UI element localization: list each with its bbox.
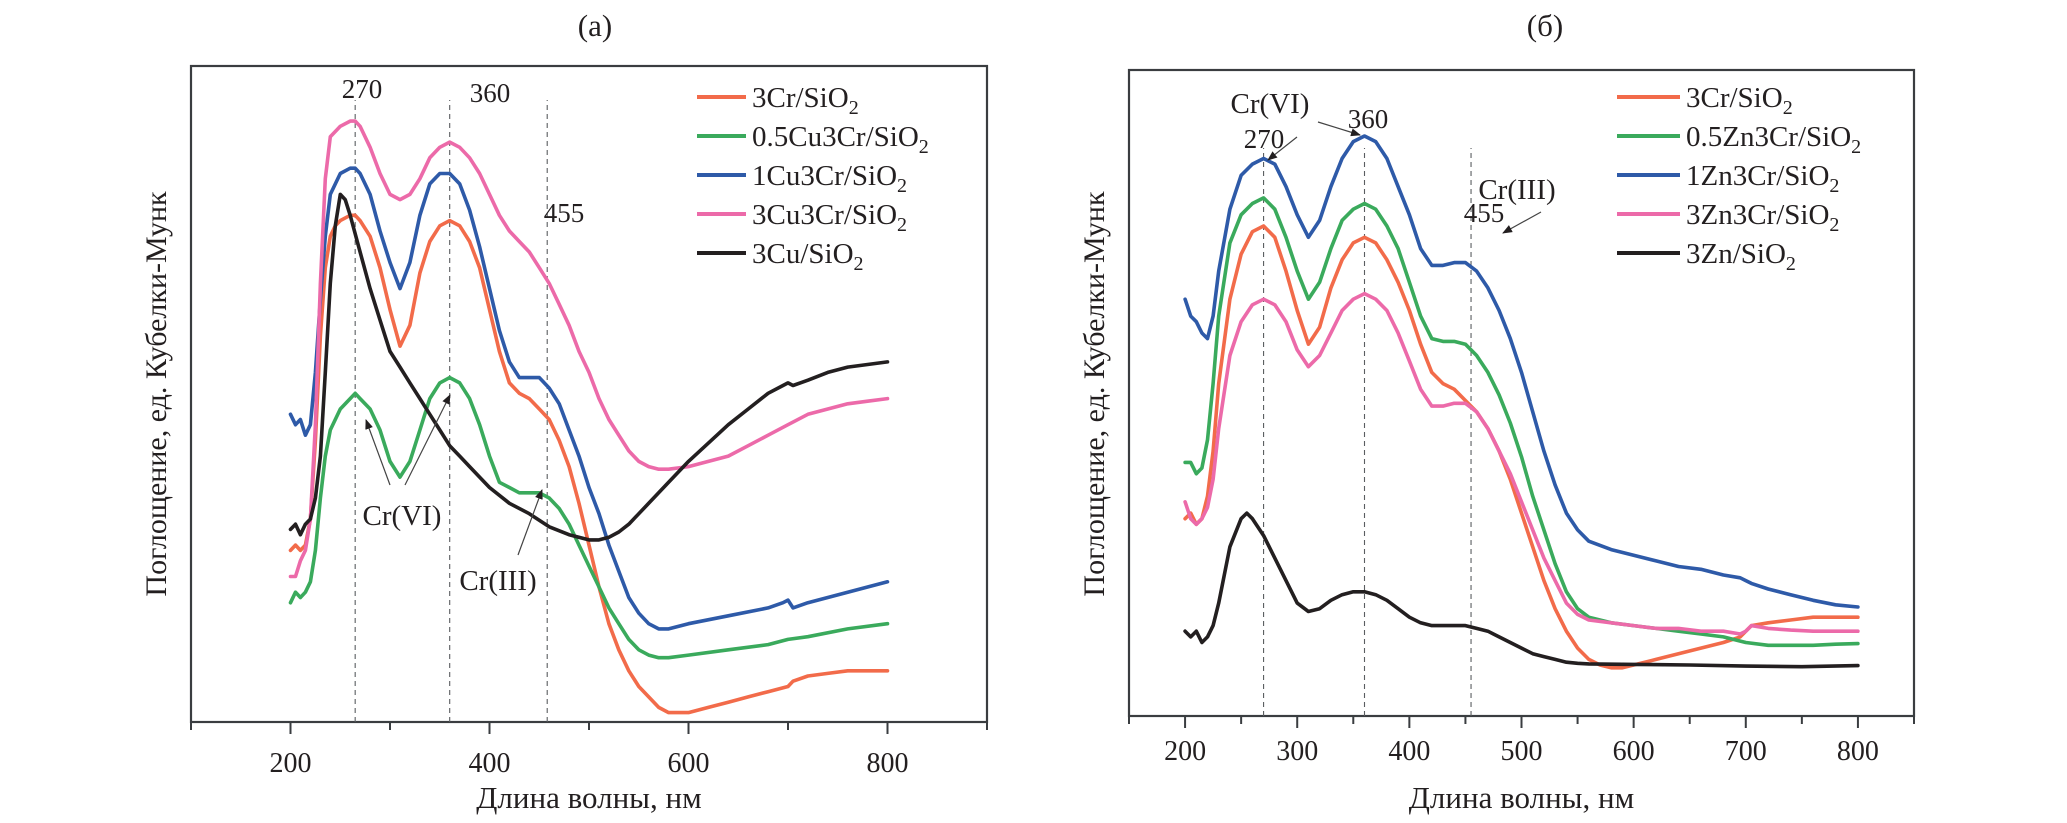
peak-label: 270 bbox=[1244, 124, 1285, 154]
annotation-arrow bbox=[365, 419, 391, 486]
annotation-arrow bbox=[404, 394, 451, 486]
legend-label: 3Cu3Cr/SiO2 bbox=[752, 199, 907, 236]
chart-panel-a: (a) 200 400 600 800 Длина волны, нм Поглощение… bbox=[140, 8, 989, 815]
peak-label: 270 bbox=[342, 74, 383, 104]
x-tick-label: 200 bbox=[1164, 736, 1206, 767]
x-tick-label: 200 bbox=[270, 748, 312, 779]
legend-label: 3Cr/SiO2 bbox=[1686, 82, 1793, 119]
series-line-4 bbox=[288, 192, 890, 542]
series-line-4 bbox=[1183, 511, 1860, 669]
panel-label: (б) bbox=[1527, 8, 1563, 43]
legend-label: 1Zn3Cr/SiO2 bbox=[1686, 160, 1839, 197]
x-tick-label: 600 bbox=[1613, 736, 1655, 767]
legend-label: 1Cu3Cr/SiO2 bbox=[752, 160, 907, 197]
cr-vi-label: Cr(VI) bbox=[363, 500, 442, 532]
cr-vi-label: Cr(VI) bbox=[1231, 88, 1310, 120]
legend-label: 0.5Zn3Cr/SiO2 bbox=[1686, 121, 1861, 158]
annotation-arrow bbox=[1502, 211, 1542, 234]
legend-label: 3Cr/SiO2 bbox=[752, 82, 859, 119]
panel-label: (a) bbox=[578, 8, 612, 43]
series-line-0 bbox=[288, 213, 890, 715]
annotation-arrow bbox=[517, 489, 543, 556]
series-line-3 bbox=[1183, 291, 1860, 636]
x-tick-label: 400 bbox=[1388, 736, 1430, 767]
cr-iii-label: Cr(III) bbox=[1478, 174, 1555, 206]
y-axis-label: Поглощение, ед. Кубелки-Мунк bbox=[140, 191, 173, 597]
x-tick-label: 800 bbox=[1837, 736, 1879, 767]
x-tick-label: 600 bbox=[668, 748, 710, 779]
y-axis-label: Поглощение, ед. Кубелки-Мунк bbox=[1078, 191, 1111, 597]
annotation-arrow bbox=[1267, 136, 1298, 161]
legend: 3Cr/SiO20.5Cu3Cr/SiO21Cu3Cr/SiO23Cu3Cr/S… bbox=[697, 82, 929, 275]
x-axis-label: Длина волны, нм bbox=[1409, 780, 1634, 815]
peak-label: 455 bbox=[1464, 198, 1505, 228]
x-tick-label: 800 bbox=[867, 748, 909, 779]
x-axis-label: Длина волны, нм bbox=[476, 780, 701, 815]
peak-label: 360 bbox=[470, 78, 511, 108]
series-line-0 bbox=[1183, 224, 1860, 670]
series-line-1 bbox=[288, 375, 890, 660]
legend-label: 3Zn/SiO2 bbox=[1686, 238, 1796, 275]
peak-label: 360 bbox=[1348, 104, 1389, 134]
series-line-2 bbox=[288, 166, 890, 631]
series-line-2 bbox=[1183, 134, 1860, 609]
x-tick-label: 300 bbox=[1276, 736, 1318, 767]
x-tick-label: 700 bbox=[1725, 736, 1767, 767]
legend-label: 0.5Cu3Cr/SiO2 bbox=[752, 121, 929, 158]
legend: 3Cr/SiO20.5Zn3Cr/SiO21Zn3Cr/SiO23Zn3Cr/S… bbox=[1617, 82, 1861, 275]
series-line-3 bbox=[288, 119, 890, 579]
peak-label: 455 bbox=[544, 198, 585, 228]
x-tick-label: 400 bbox=[469, 748, 511, 779]
annotation-arrow bbox=[1317, 121, 1361, 137]
cr-iii-label: Cr(III) bbox=[459, 565, 536, 597]
legend-label: 3Cu/SiO2 bbox=[752, 238, 864, 275]
x-tick-label: 500 bbox=[1501, 736, 1543, 767]
chart-panel-b: (б) 200 300 400 500 600 700 800 Длина волны, нм П… bbox=[1078, 8, 1916, 815]
legend-label: 3Zn3Cr/SiO2 bbox=[1686, 199, 1839, 236]
